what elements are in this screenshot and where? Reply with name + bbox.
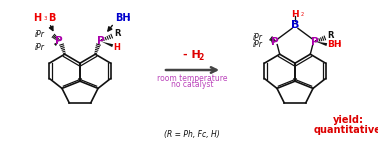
Text: iPr: iPr bbox=[253, 40, 263, 49]
Text: BH: BH bbox=[115, 13, 131, 23]
Text: 2: 2 bbox=[198, 53, 203, 62]
Text: $_3$: $_3$ bbox=[43, 14, 48, 23]
Text: iPr: iPr bbox=[253, 33, 263, 42]
Polygon shape bbox=[54, 42, 58, 46]
Text: H: H bbox=[33, 13, 41, 23]
Text: quantitative: quantitative bbox=[314, 125, 378, 135]
Polygon shape bbox=[316, 42, 327, 46]
Text: P: P bbox=[271, 37, 279, 47]
Text: P: P bbox=[97, 36, 104, 46]
Text: P: P bbox=[311, 37, 319, 47]
Text: R: R bbox=[114, 29, 121, 38]
Text: $_3$: $_3$ bbox=[126, 14, 131, 23]
Text: P: P bbox=[56, 36, 63, 46]
Text: BH: BH bbox=[327, 40, 342, 49]
Text: (R = Ph, Fc, H): (R = Ph, Fc, H) bbox=[164, 130, 220, 139]
Text: room temperature: room temperature bbox=[157, 74, 227, 83]
Text: H: H bbox=[291, 10, 299, 19]
Polygon shape bbox=[271, 41, 274, 44]
Polygon shape bbox=[102, 42, 113, 47]
Text: iPr: iPr bbox=[35, 42, 45, 52]
Text: iPr: iPr bbox=[35, 30, 45, 39]
Text: H: H bbox=[113, 43, 120, 52]
Text: $_3$: $_3$ bbox=[337, 40, 342, 49]
Text: - H: - H bbox=[183, 50, 201, 60]
Text: yield:: yield: bbox=[333, 115, 364, 125]
Text: $_2$: $_2$ bbox=[300, 10, 305, 19]
Text: no catalyst: no catalyst bbox=[171, 80, 213, 89]
Text: R: R bbox=[327, 31, 334, 40]
Text: B: B bbox=[291, 20, 299, 30]
Text: B: B bbox=[48, 13, 56, 23]
